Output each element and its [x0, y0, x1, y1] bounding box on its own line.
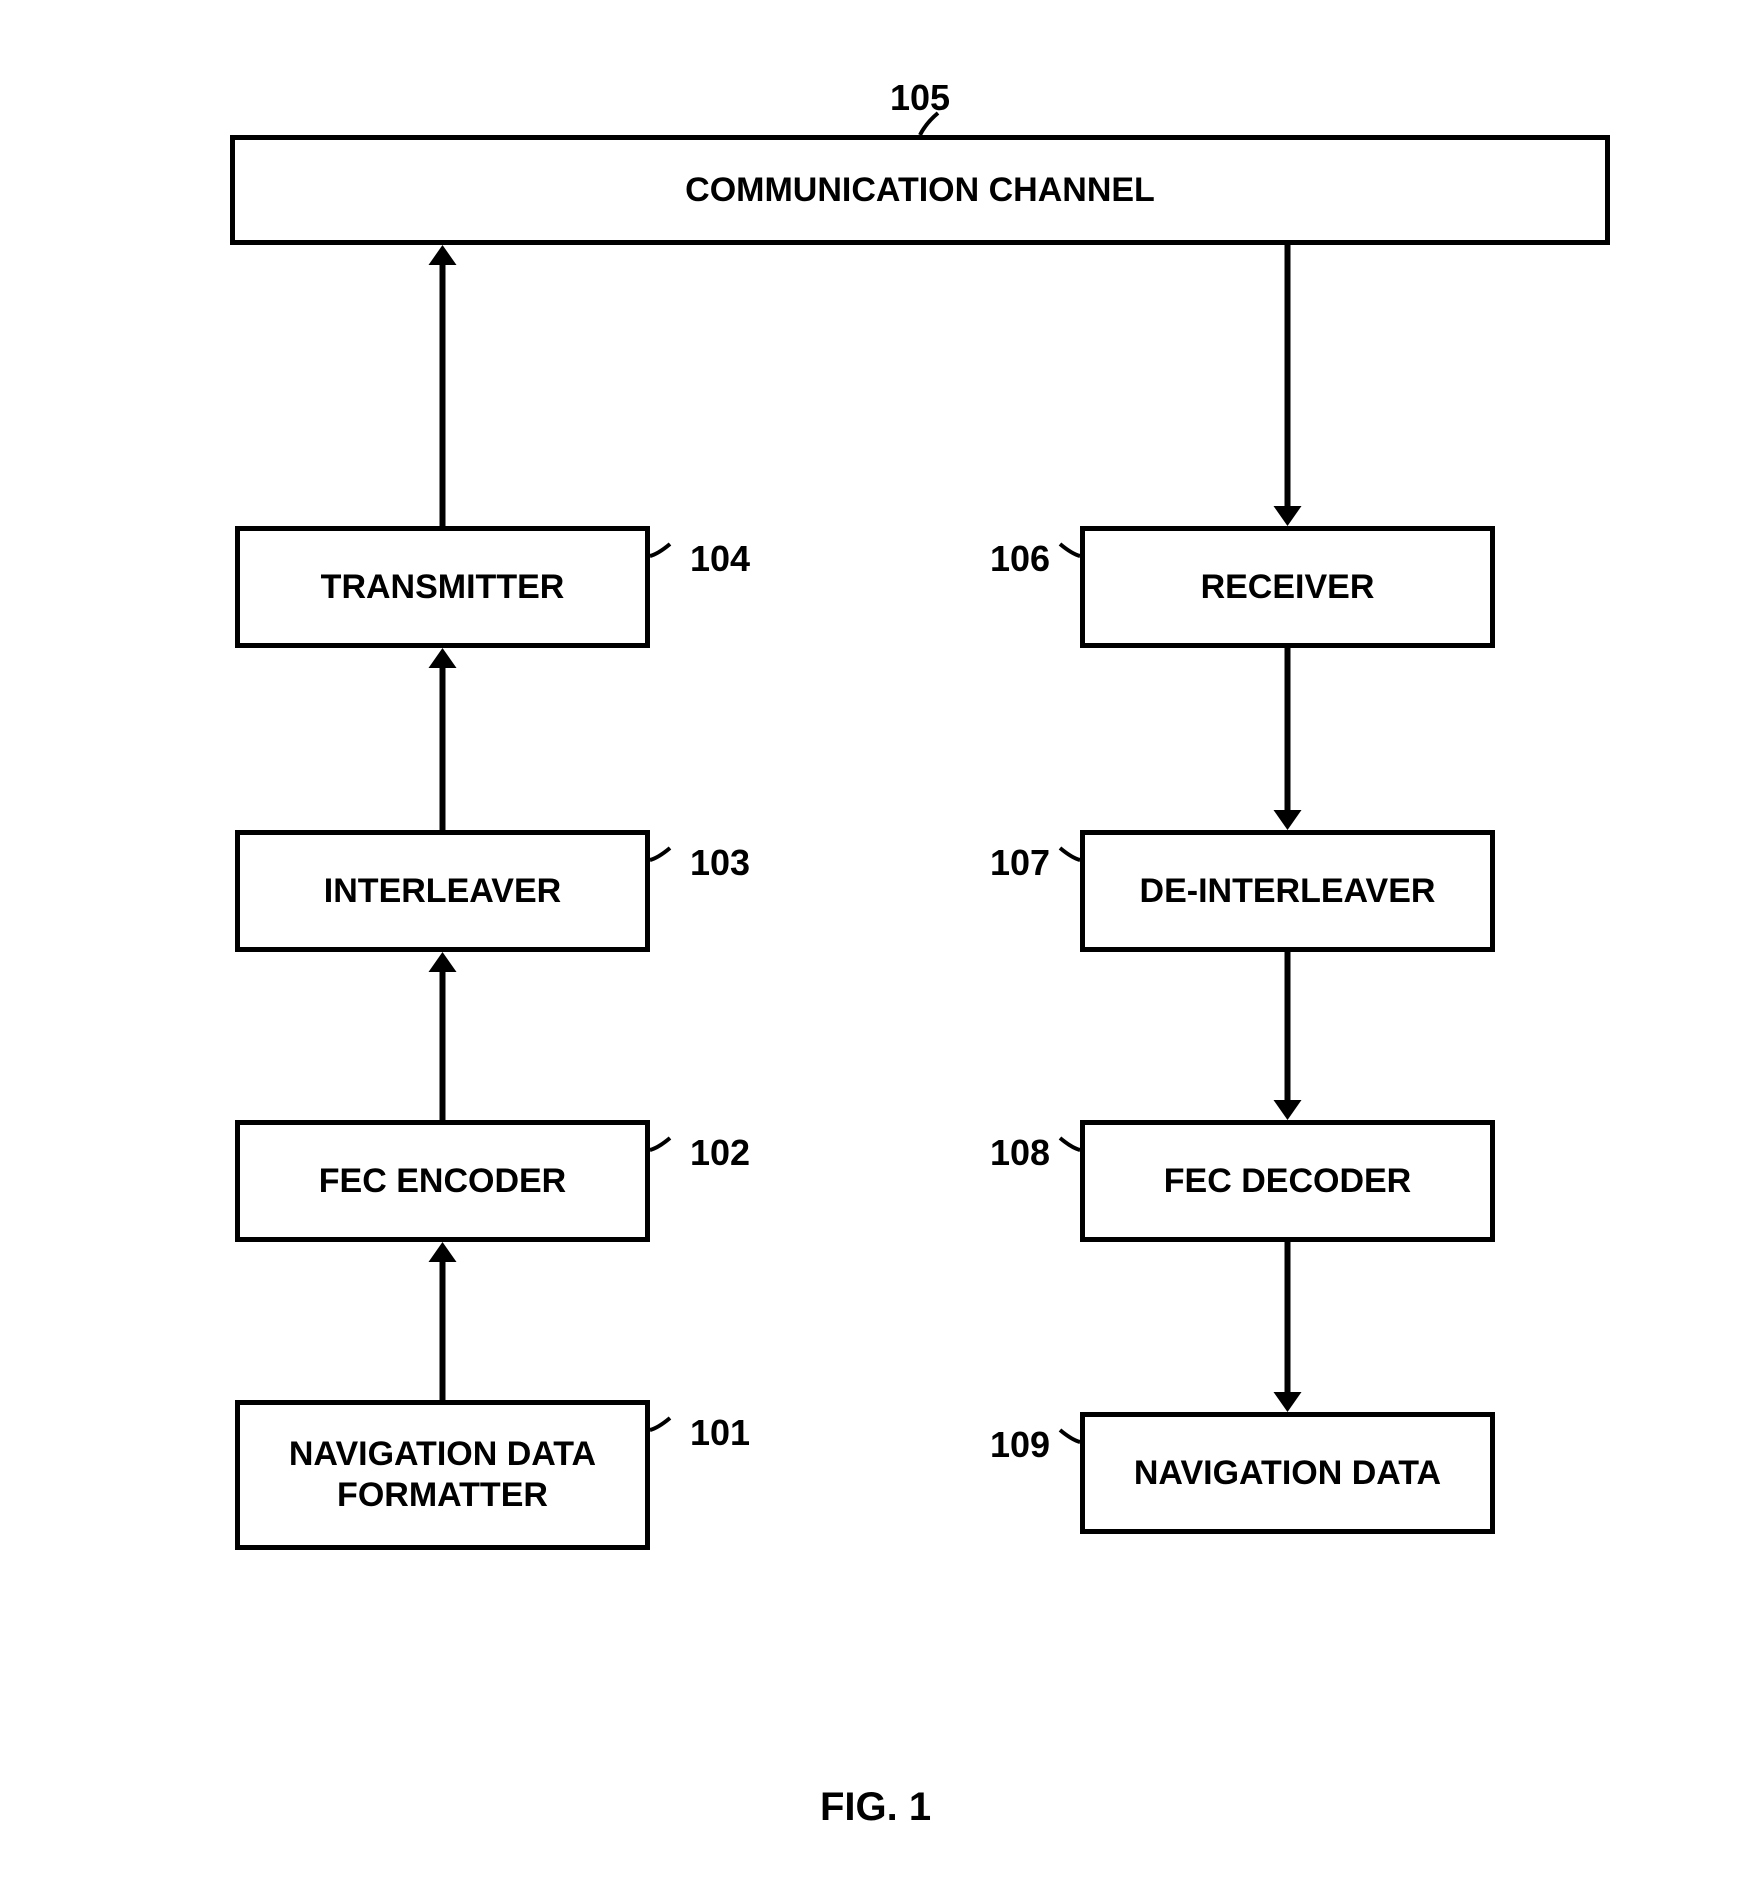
ref-label-101: 101	[690, 1412, 750, 1454]
node-109: NAVIGATION DATA	[1080, 1412, 1495, 1534]
node-106: RECEIVER	[1080, 526, 1495, 648]
figure-caption: FIG. 1	[820, 1785, 931, 1830]
node-101: NAVIGATION DATA FORMATTER	[235, 1400, 650, 1550]
node-105: COMMUNICATION CHANNEL	[230, 135, 1610, 245]
ref-label-105: 105	[890, 77, 950, 119]
ref-label-103: 103	[690, 842, 750, 884]
ref-label-106: 106	[990, 538, 1050, 580]
ref-label-102: 102	[690, 1132, 750, 1174]
node-104: TRANSMITTER	[235, 526, 650, 648]
flowchart-canvas: COMMUNICATION CHANNEL 105 TRANSMITTER 104 IN…	[0, 0, 1760, 1889]
ref-label-109: 109	[990, 1424, 1050, 1466]
ref-label-107: 107	[990, 842, 1050, 884]
node-108: FEC DECODER	[1080, 1120, 1495, 1242]
node-107: DE-INTERLEAVER	[1080, 830, 1495, 952]
node-102: FEC ENCODER	[235, 1120, 650, 1242]
node-103: INTERLEAVER	[235, 830, 650, 952]
ref-label-104: 104	[690, 538, 750, 580]
ref-label-108: 108	[990, 1132, 1050, 1174]
